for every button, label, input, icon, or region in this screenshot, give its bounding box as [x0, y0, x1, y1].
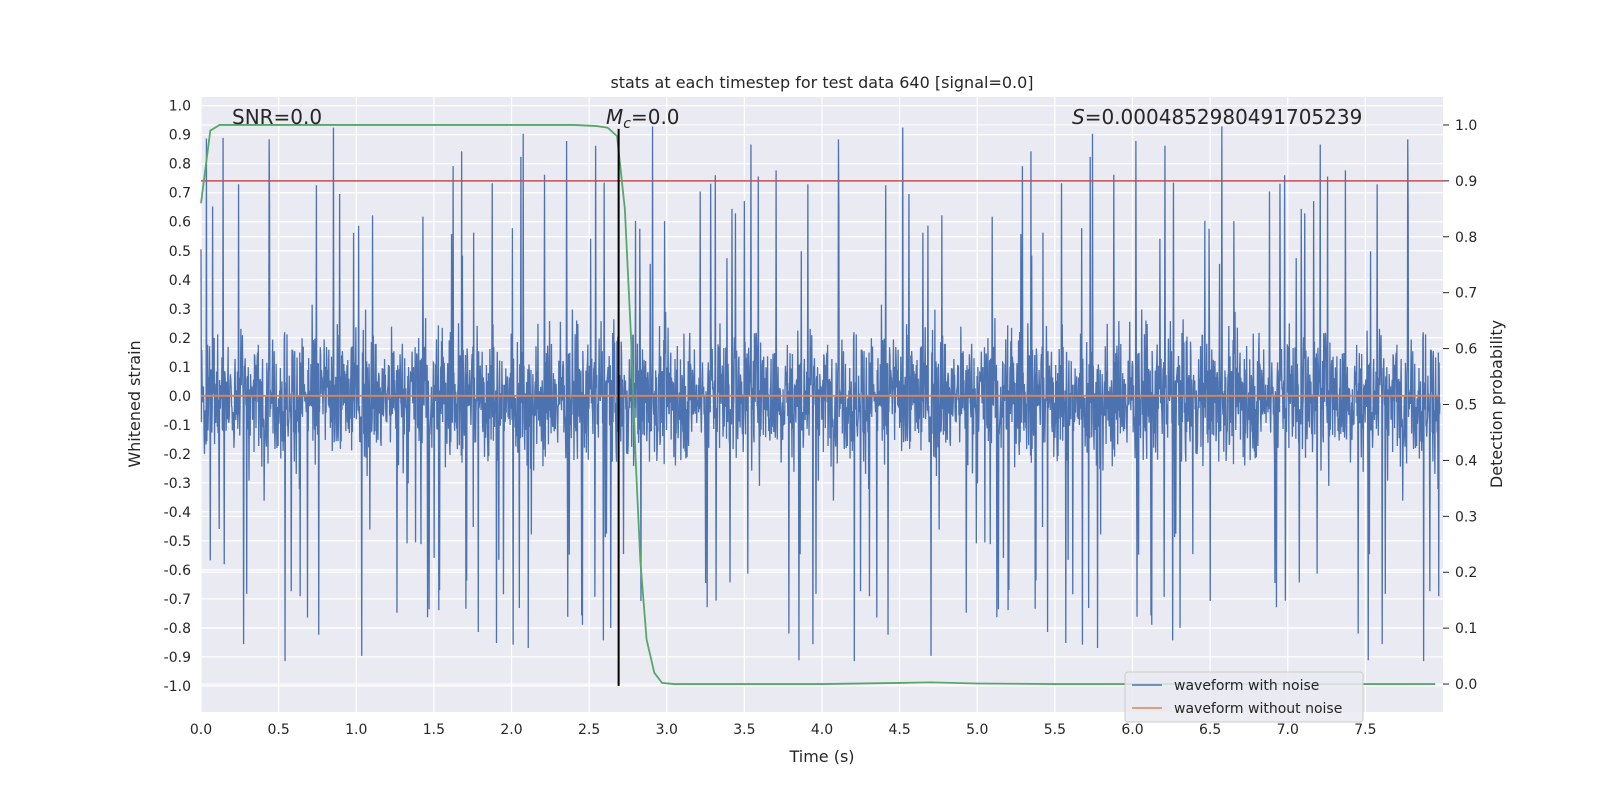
axis-ticks: 0.0 0.5 1.0 1.5 2.0 2.5 3.0 3.5 4.0 4.5 5.0 5.5 6.0 6…	[164, 99, 1478, 738]
y-tick-label: -0.2	[164, 447, 191, 463]
y2-tick-label: 0.7	[1455, 286, 1477, 302]
y2-tick-label: 0.6	[1455, 342, 1477, 358]
series-layer	[200, 124, 1443, 686]
x-tick-label: 5.0	[966, 722, 988, 738]
x-tick-label: 6.5	[1199, 722, 1221, 738]
y-tick-label: 0.1	[169, 360, 191, 376]
legend: waveform with noise waveform without noi…	[1124, 671, 1364, 723]
y2-tick-label: 0.5	[1455, 398, 1477, 414]
series-detection-probability	[200, 124, 1436, 685]
y-tick-label: -0.7	[164, 592, 191, 608]
y2-tick-label: 0.8	[1455, 230, 1477, 246]
x-tick-label: 1.0	[345, 722, 367, 738]
y-tick-label: -0.5	[164, 534, 191, 550]
y-tick-label: -0.6	[164, 563, 191, 579]
y-tick-label: -0.9	[164, 650, 191, 666]
y-tick-label: -0.8	[164, 621, 191, 637]
legend-box	[1124, 671, 1364, 723]
x-tick-label: 2.5	[578, 722, 600, 738]
y-tick-label: 0.4	[169, 273, 191, 289]
x-tick-label: 4.0	[811, 722, 833, 738]
y-tick-label: -1.0	[164, 679, 191, 695]
x-tick-label: 6.0	[1121, 722, 1143, 738]
y-tick-label: 0.2	[169, 331, 191, 347]
chart-title: stats at each timestep for test data 640…	[610, 73, 1033, 92]
y-tick-label: 0.7	[169, 186, 191, 202]
y-tick-label: 0.0	[169, 389, 191, 405]
x-tick-label: 0.0	[190, 722, 212, 738]
x-tick-label: 7.0	[1277, 722, 1299, 738]
y2-tick-label: 1.0	[1455, 118, 1477, 134]
snr-annotation: SNR=0.0	[232, 105, 322, 129]
y2-axis-label: Detection probability	[1487, 320, 1506, 488]
x-axis-label: Time (s)	[788, 747, 854, 766]
y-tick-label: 0.3	[169, 302, 191, 318]
y-axis-label: Whitened strain	[125, 340, 144, 467]
y2-tick-label: 0.3	[1455, 509, 1477, 525]
x-tick-label: 5.5	[1044, 722, 1066, 738]
y-tick-label: 0.8	[169, 157, 191, 173]
y-tick-label: 0.5	[169, 244, 191, 260]
score-annotation: S=0.0004852980491705239	[1072, 105, 1362, 129]
y2-tick-label: 0.9	[1455, 174, 1477, 190]
y-tick-label: 0.6	[169, 215, 191, 231]
series-waveform-with-noise	[200, 126, 1441, 662]
y-tick-label: -0.1	[164, 418, 191, 434]
chirp-mass-annotation: Mc=0.0	[606, 105, 680, 132]
x-tick-label: 0.5	[267, 722, 289, 738]
y-tick-label: -0.3	[164, 476, 191, 492]
x-tick-label: 7.5	[1354, 722, 1376, 738]
y2-tick-label: 0.1	[1455, 621, 1477, 637]
y2-tick-label: 0.0	[1455, 677, 1477, 693]
x-tick-label: 3.5	[733, 722, 755, 738]
y2-tick-label: 0.2	[1455, 565, 1477, 581]
x-tick-label: 2.0	[500, 722, 522, 738]
x-tick-label: 3.0	[656, 722, 678, 738]
y-tick-label: 1.0	[169, 99, 191, 115]
legend-label-noise: waveform with noise	[1174, 678, 1319, 694]
y-tick-label: -0.4	[164, 505, 191, 521]
x-tick-label: 1.5	[423, 722, 445, 738]
y-tick-label: 0.9	[169, 128, 191, 144]
legend-label-clean: waveform without noise	[1174, 701, 1342, 717]
x-tick-label: 4.5	[888, 722, 910, 738]
y2-tick-label: 0.4	[1455, 453, 1477, 469]
